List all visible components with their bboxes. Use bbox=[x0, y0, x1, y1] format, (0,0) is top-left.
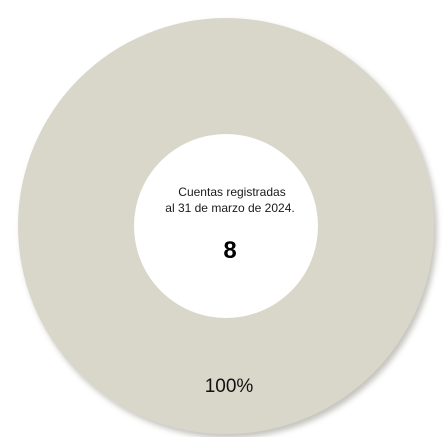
slice-data-label: 100% bbox=[205, 376, 254, 397]
center-label-line2: al 31 de marzo de 2024. bbox=[165, 201, 294, 215]
donut-hole bbox=[134, 134, 318, 318]
center-label-line1: Cuentas registradas bbox=[178, 185, 285, 199]
center-value: 8 bbox=[223, 237, 236, 264]
